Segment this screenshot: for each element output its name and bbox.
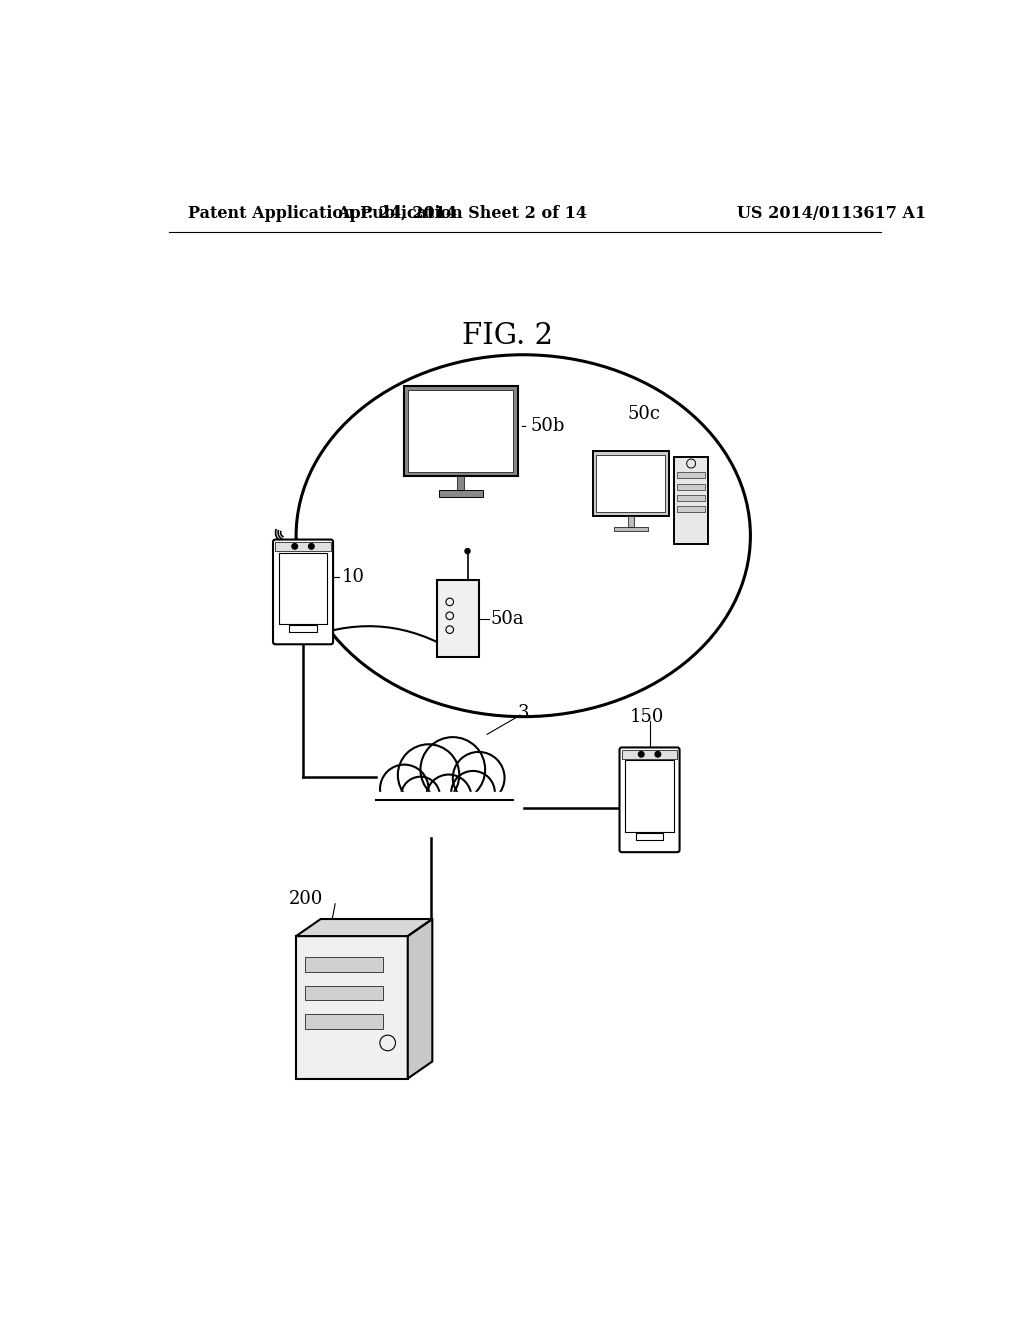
Text: US 2014/0113617 A1: US 2014/0113617 A1	[736, 206, 926, 222]
Bar	[305, 1015, 383, 1028]
Circle shape	[638, 751, 644, 758]
Bar	[368, 792, 521, 836]
Text: Apr. 24, 2014  Sheet 2 of 14: Apr. 24, 2014 Sheet 2 of 14	[337, 206, 587, 222]
Circle shape	[380, 764, 429, 813]
Text: FIG. 2: FIG. 2	[463, 322, 553, 350]
Text: 50c: 50c	[627, 405, 660, 422]
FancyBboxPatch shape	[620, 747, 680, 853]
Circle shape	[655, 751, 660, 758]
Bar	[439, 490, 482, 496]
Bar	[628, 516, 634, 527]
Bar	[305, 957, 383, 972]
Bar	[279, 553, 328, 624]
Circle shape	[465, 549, 470, 553]
Bar	[289, 624, 316, 632]
Bar	[458, 477, 464, 490]
Bar	[437, 581, 479, 657]
Bar	[403, 385, 518, 477]
Circle shape	[401, 776, 440, 816]
FancyBboxPatch shape	[273, 540, 333, 644]
Text: 3: 3	[518, 704, 529, 722]
Text: 10: 10	[342, 568, 365, 586]
Circle shape	[421, 737, 485, 801]
Bar	[677, 483, 705, 490]
Circle shape	[452, 771, 495, 814]
Bar	[677, 495, 705, 502]
Circle shape	[398, 744, 460, 805]
Text: Patent Application Publication: Patent Application Publication	[188, 206, 463, 222]
Ellipse shape	[296, 355, 751, 717]
Bar	[625, 760, 674, 832]
Bar	[409, 391, 513, 471]
Text: 150: 150	[630, 709, 665, 726]
Bar	[305, 986, 383, 1001]
Bar	[674, 457, 709, 544]
Bar	[677, 473, 705, 478]
Bar	[613, 527, 648, 532]
Bar	[275, 543, 331, 550]
Bar	[593, 451, 669, 516]
Circle shape	[292, 544, 298, 549]
Circle shape	[308, 544, 314, 549]
Polygon shape	[296, 919, 432, 936]
Bar	[636, 833, 664, 840]
Text: 50a: 50a	[490, 610, 524, 628]
Text: 50b: 50b	[531, 417, 565, 436]
Text: 200: 200	[289, 890, 323, 908]
Bar	[677, 507, 705, 512]
Bar	[296, 936, 408, 1078]
Circle shape	[426, 775, 471, 820]
Bar	[596, 455, 666, 512]
Bar	[622, 750, 677, 759]
Polygon shape	[408, 919, 432, 1078]
Circle shape	[453, 752, 505, 804]
